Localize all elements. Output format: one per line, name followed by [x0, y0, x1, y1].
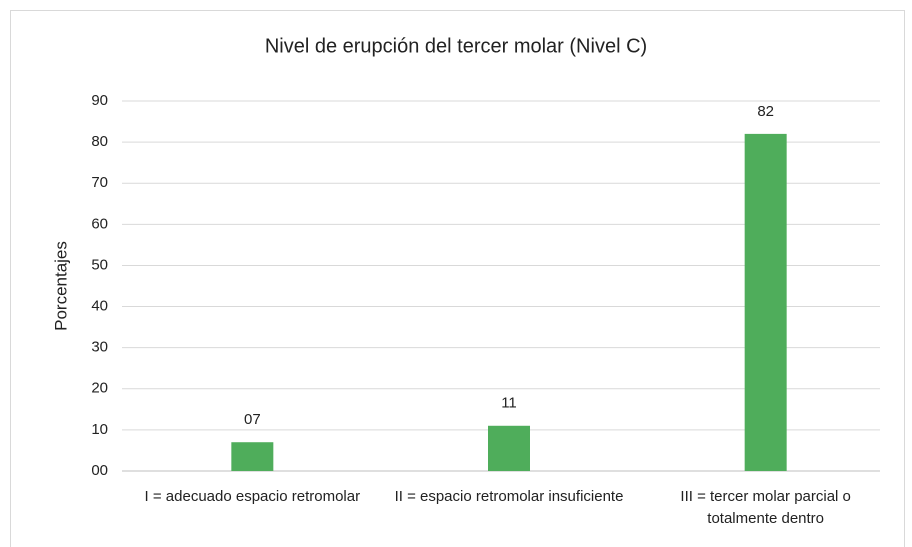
data-label: 11 — [501, 395, 517, 412]
y-tick-label: 20 — [91, 380, 108, 397]
y-tick-label: 10 — [91, 421, 108, 438]
data-label: 82 — [757, 103, 774, 120]
x-tick-label: I = adecuado espacio retromolar — [144, 488, 361, 505]
y-tick-label: 50 — [91, 256, 108, 273]
y-tick-label: 40 — [91, 298, 108, 315]
x-tick-label: III = tercer molar parcial o totalmente … — [680, 488, 851, 527]
y-tick-label: 30 — [91, 339, 108, 356]
y-tick-label: 90 — [91, 92, 108, 109]
y-tick-label: 60 — [91, 215, 108, 232]
y-tick-label: 70 — [91, 174, 108, 191]
chart-title: Nivel de erupción del tercer molar (Nive… — [265, 35, 647, 57]
bar — [488, 425, 530, 471]
x-tick-label: II = espacio retromolar insuficiente — [394, 488, 624, 505]
y-tick-label: 00 — [91, 462, 108, 479]
y-tick-label: 80 — [91, 133, 108, 150]
data-label: 07 — [244, 411, 261, 428]
bar — [744, 133, 787, 471]
y-axis-label: Porcentajes — [51, 241, 70, 331]
bar — [231, 442, 274, 471]
